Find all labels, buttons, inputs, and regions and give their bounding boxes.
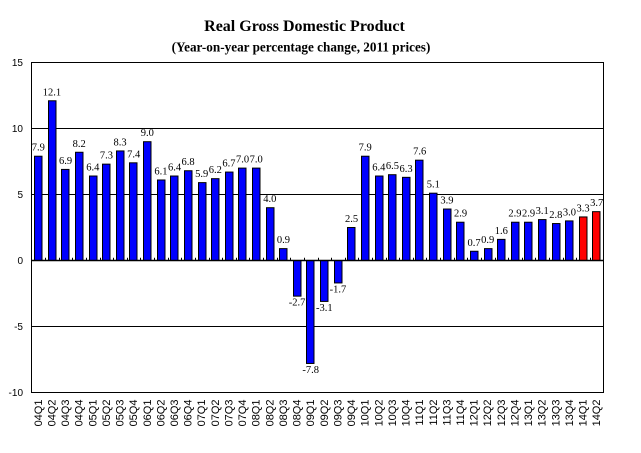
- svg-text:6.5: 6.5: [386, 161, 399, 172]
- svg-text:13Q4: 13Q4: [564, 400, 576, 427]
- svg-text:2.9: 2.9: [508, 209, 521, 220]
- svg-text:07Q1: 07Q1: [196, 400, 208, 427]
- svg-text:7.3: 7.3: [100, 151, 113, 162]
- svg-text:-5: -5: [14, 322, 23, 333]
- svg-text:7.9: 7.9: [32, 143, 45, 154]
- svg-text:13Q2: 13Q2: [537, 400, 549, 427]
- svg-text:04Q2: 04Q2: [46, 400, 58, 427]
- svg-text:9.0: 9.0: [141, 128, 154, 139]
- svg-text:10Q1: 10Q1: [360, 400, 372, 427]
- svg-text:13Q1: 13Q1: [523, 400, 535, 427]
- svg-text:11Q3: 11Q3: [441, 400, 453, 426]
- svg-text:12Q2: 12Q2: [482, 400, 494, 427]
- svg-text:2.5: 2.5: [345, 214, 358, 225]
- svg-text:5: 5: [17, 190, 23, 201]
- svg-text:-3.1: -3.1: [316, 303, 333, 314]
- svg-text:6.4: 6.4: [86, 163, 100, 174]
- svg-text:6.1: 6.1: [154, 166, 167, 177]
- svg-text:12.1: 12.1: [43, 87, 61, 98]
- svg-text:5.1: 5.1: [427, 180, 440, 191]
- svg-text:-10: -10: [9, 388, 24, 399]
- svg-text:2.9: 2.9: [454, 209, 467, 220]
- svg-text:06Q4: 06Q4: [183, 400, 195, 427]
- svg-text:7.0: 7.0: [250, 155, 263, 166]
- svg-text:6.3: 6.3: [399, 164, 412, 175]
- svg-text:12Q1: 12Q1: [469, 400, 481, 427]
- svg-text:11Q1: 11Q1: [414, 400, 426, 426]
- svg-text:Real Gross Domestic Product: Real Gross Domestic Product: [204, 18, 405, 35]
- svg-text:04Q3: 04Q3: [60, 400, 72, 427]
- svg-text:13Q3: 13Q3: [550, 400, 562, 427]
- svg-text:8.3: 8.3: [113, 137, 126, 148]
- svg-text:4.0: 4.0: [263, 194, 276, 205]
- svg-text:05Q1: 05Q1: [87, 400, 99, 427]
- svg-text:-1.7: -1.7: [330, 284, 347, 295]
- svg-text:3.9: 3.9: [440, 196, 453, 207]
- svg-text:08Q4: 08Q4: [292, 400, 304, 427]
- svg-text:6.9: 6.9: [59, 156, 72, 167]
- svg-text:7.6: 7.6: [413, 147, 426, 158]
- svg-text:08Q1: 08Q1: [251, 400, 263, 427]
- svg-text:09Q2: 09Q2: [319, 400, 331, 427]
- svg-text:3.3: 3.3: [577, 203, 590, 214]
- svg-text:6.4: 6.4: [168, 163, 182, 174]
- svg-text:10Q3: 10Q3: [387, 400, 399, 427]
- svg-text:10Q2: 10Q2: [373, 400, 385, 427]
- svg-text:5.9: 5.9: [195, 169, 208, 180]
- svg-text:11Q4: 11Q4: [455, 400, 467, 426]
- svg-text:-7.8: -7.8: [302, 365, 319, 376]
- svg-text:6.2: 6.2: [209, 165, 222, 176]
- svg-text:6.4: 6.4: [372, 163, 386, 174]
- svg-text:08Q3: 08Q3: [278, 400, 290, 427]
- svg-text:07Q2: 07Q2: [210, 400, 222, 427]
- svg-text:14Q1: 14Q1: [578, 400, 590, 427]
- svg-text:15: 15: [12, 58, 24, 69]
- svg-text:3.7: 3.7: [590, 198, 603, 209]
- svg-text:09Q1: 09Q1: [305, 400, 317, 427]
- svg-text:04Q1: 04Q1: [33, 400, 45, 427]
- svg-text:12Q3: 12Q3: [496, 400, 508, 427]
- svg-text:7.0: 7.0: [236, 155, 249, 166]
- svg-text:3.0: 3.0: [563, 207, 576, 218]
- svg-text:6.8: 6.8: [182, 157, 195, 168]
- svg-text:-2.7: -2.7: [289, 298, 306, 309]
- svg-text:04Q4: 04Q4: [74, 400, 86, 427]
- svg-text:8.2: 8.2: [73, 139, 86, 150]
- svg-text:0: 0: [17, 256, 23, 267]
- svg-text:08Q2: 08Q2: [264, 400, 276, 427]
- svg-text:12Q4: 12Q4: [509, 400, 521, 427]
- svg-text:05Q3: 05Q3: [115, 400, 127, 427]
- svg-text:06Q3: 06Q3: [169, 400, 181, 427]
- svg-text:3.1: 3.1: [536, 206, 549, 217]
- svg-text:7.4: 7.4: [127, 149, 141, 160]
- svg-text:0.7: 0.7: [468, 238, 481, 249]
- svg-text:7.9: 7.9: [359, 143, 372, 154]
- svg-text:05Q2: 05Q2: [101, 400, 113, 427]
- svg-text:07Q3: 07Q3: [223, 400, 235, 427]
- svg-text:06Q1: 06Q1: [142, 400, 154, 427]
- svg-text:10: 10: [12, 124, 24, 135]
- svg-text:14Q2: 14Q2: [591, 400, 603, 427]
- svg-text:2.9: 2.9: [522, 209, 535, 220]
- svg-text:2.8: 2.8: [549, 210, 562, 221]
- svg-text:05Q4: 05Q4: [128, 400, 140, 427]
- svg-text:09Q3: 09Q3: [332, 400, 344, 427]
- svg-text:6.7: 6.7: [222, 159, 235, 170]
- svg-text:0.9: 0.9: [277, 235, 290, 246]
- svg-text:11Q2: 11Q2: [428, 400, 440, 426]
- svg-text:06Q2: 06Q2: [155, 400, 167, 427]
- svg-text:1.6: 1.6: [495, 226, 508, 237]
- svg-text:09Q4: 09Q4: [346, 400, 358, 427]
- svg-text:(Year-on-year percentage chang: (Year-on-year percentage change, 2011 pr…: [172, 40, 431, 55]
- svg-text:10Q4: 10Q4: [401, 400, 413, 427]
- svg-text:0.9: 0.9: [481, 235, 494, 246]
- svg-text:07Q4: 07Q4: [237, 400, 249, 427]
